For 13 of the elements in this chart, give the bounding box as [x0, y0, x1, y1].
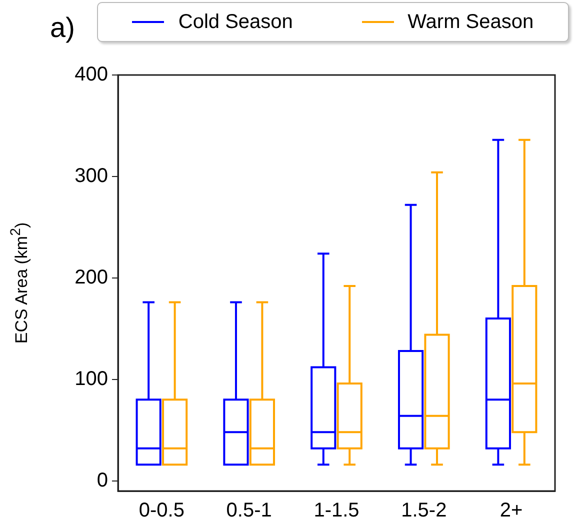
y-tick-label: 0	[96, 469, 108, 492]
x-tick-label: 0.5-1	[226, 500, 272, 522]
text: a)	[50, 12, 75, 44]
y-tick-label: 200	[74, 266, 108, 288]
x-tick-label: 2+	[500, 500, 523, 522]
y-tick-label: 300	[74, 164, 108, 187]
x-tick-label: 1.5-2	[401, 500, 447, 522]
x-tick-label: 0-0.5	[138, 500, 184, 522]
legend-label: Cold Season	[178, 10, 293, 34]
x-tick-label: 1-1.5	[314, 500, 360, 522]
y-tick-label: 400	[74, 64, 108, 86]
legend-label: Warm Season	[408, 10, 534, 34]
y-tick-label: 100	[74, 368, 108, 390]
